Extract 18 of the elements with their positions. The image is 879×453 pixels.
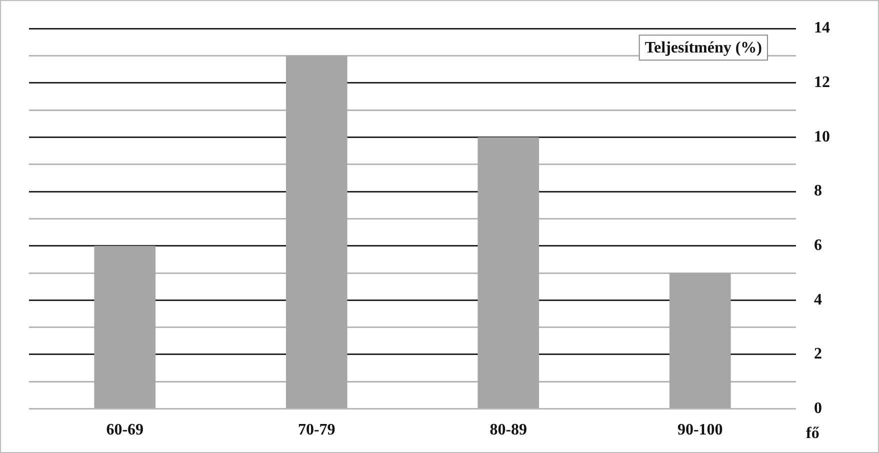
x-tick-label: 90-100	[677, 422, 723, 439]
y-axis-title: fő	[806, 424, 820, 442]
y-tick-label: 2	[814, 346, 822, 363]
x-tick-label: 60-69	[106, 422, 144, 439]
y-tick-label: 8	[814, 182, 822, 200]
bar	[94, 246, 156, 408]
y-tick-label: 12	[814, 74, 830, 92]
bar	[286, 56, 348, 408]
y-tick-label: 14	[814, 20, 830, 37]
bar	[478, 137, 540, 408]
x-tick-label: 80-89	[490, 422, 528, 439]
x-tick-label: 70-79	[298, 422, 336, 439]
bar	[669, 273, 731, 408]
annotation: Teljesítmény (%)	[644, 40, 762, 57]
y-tick-label: 4	[814, 291, 822, 308]
y-tick-label: 0	[814, 400, 822, 417]
y-tick-label: 10	[814, 128, 830, 146]
y-tick-label: 6	[814, 237, 822, 254]
